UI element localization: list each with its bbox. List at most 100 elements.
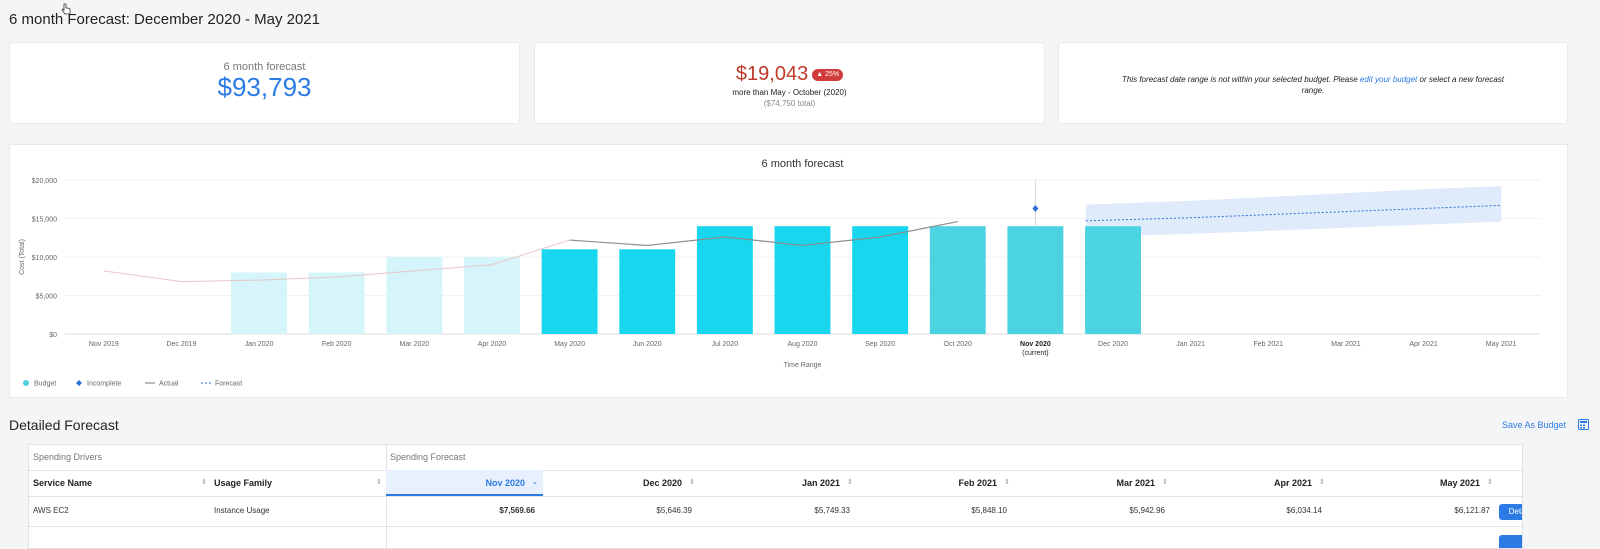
cell-service: AWS EC2 (33, 506, 69, 515)
notice-text-after: or select a new forecast range. (1301, 75, 1504, 95)
x-tick-label: Jan 2021 (1176, 341, 1205, 348)
budget-notice-card: This forecast date range is not within y… (1058, 42, 1568, 124)
budget-bar (541, 249, 598, 334)
group-spending-drivers: Spending Drivers (33, 452, 103, 462)
y-tick-label: $10,000 (32, 255, 57, 262)
legend-label: Incomplete (87, 381, 121, 388)
cell-month-3: $5,848.10 (971, 506, 1007, 515)
page-title: 6 month Forecast: December 2020 - May 20… (9, 11, 320, 28)
increase-badge: ▲ 25% (812, 68, 844, 81)
x-tick-sublabel: (current) (1022, 350, 1048, 357)
column-header-service-label: Service Name (33, 478, 93, 488)
cell-month-1: $5,646.39 (656, 506, 692, 515)
column-header-month-6-label: May 2021 (1439, 478, 1480, 488)
column-header-month-0[interactable]: Nov 2020 ⌄ (386, 470, 543, 496)
forecast-difference-card: $19,043 ▲ 25% more than May - October (2… (534, 42, 1045, 124)
column-header-month-3[interactable]: Feb 2021 ⇕ (858, 470, 1015, 496)
legend-label: Forecast (215, 381, 242, 388)
x-axis-label: Time Range (784, 362, 822, 369)
table-header-row: Service Name ⇕ Usage Family ⇕ Nov 2020 ⌄… (29, 470, 1522, 497)
column-header-month-6[interactable]: May 2021 ⇕ (1330, 470, 1498, 496)
x-tick-label: May 2021 (1486, 341, 1517, 348)
column-header-month-0-label: Nov 2020 (485, 478, 525, 488)
forecast-total-value: $93,793 (217, 72, 312, 102)
column-header-usage[interactable]: Usage Family ⇕ (210, 470, 386, 496)
x-tick-label: Dec 2020 (1098, 341, 1128, 348)
sort-icon[interactable]: ⇕ (1487, 479, 1493, 486)
x-tick-label: Jan 2020 (245, 341, 274, 348)
notice-text-before: This forecast date range is not within y… (1121, 75, 1360, 84)
y-tick-label: $0 (49, 332, 57, 339)
x-tick-label: Oct 2020 (944, 341, 973, 348)
column-header-month-1-label: Dec 2020 (642, 478, 682, 488)
detailed-forecast-table: Spending Drivers Spending Forecast Servi… (28, 444, 1523, 549)
budget-bar (1007, 226, 1064, 334)
legend-label: Budget (34, 381, 56, 388)
sort-icon[interactable]: ⇕ (201, 479, 207, 486)
y-tick-label: $15,000 (32, 217, 57, 224)
x-tick-label: Dec 2019 (166, 341, 196, 348)
y-tick-label: $5,000 (36, 294, 58, 301)
legend-swatch-incomplete (76, 380, 82, 386)
x-tick-label: Jun 2020 (633, 341, 662, 348)
column-header-month-2-label: Jan 2021 (801, 478, 840, 488)
budget-bar (852, 226, 909, 334)
sort-icon[interactable]: ⇕ (847, 479, 853, 486)
column-header-month-4[interactable]: Mar 2021 ⇕ (1015, 470, 1173, 496)
sort-down-icon[interactable]: ⌄ (532, 479, 538, 486)
x-tick-label: Mar 2020 (400, 341, 430, 348)
column-header-month-5-label: Apr 2021 (1273, 478, 1312, 488)
actual-line-past (103, 239, 570, 283)
sort-icon[interactable]: ⇕ (376, 479, 382, 486)
budget-bar (619, 249, 676, 334)
x-tick-label: Sep 2020 (865, 341, 895, 348)
column-header-month-3-label: Feb 2021 (958, 478, 997, 488)
sort-icon[interactable]: ⇕ (1319, 479, 1325, 486)
column-header-month-2[interactable]: Jan 2021 ⇕ (700, 470, 858, 496)
budget-bar (1085, 226, 1141, 334)
actual-line (569, 220, 958, 247)
cell-usage: Instance Usage (214, 506, 270, 515)
sort-icon[interactable]: ⇕ (1004, 479, 1010, 486)
column-header-service[interactable]: Service Name ⇕ (29, 470, 210, 496)
details-button[interactable]: Details (1499, 504, 1522, 520)
forecast-band (1085, 186, 1502, 237)
incomplete-point (1032, 204, 1039, 212)
forecast-line (1085, 204, 1502, 222)
budget-bar (386, 257, 443, 334)
budget-bar (308, 272, 365, 334)
difference-subtitle: more than May - October (2020) (732, 88, 847, 97)
x-tick-label: Feb 2020 (322, 341, 352, 348)
difference-value: $19,043 (735, 63, 809, 85)
column-header-usage-label: Usage Family (214, 478, 273, 488)
column-header-month-4-label: Mar 2021 (1116, 478, 1155, 488)
x-tick-label: Aug 2020 (788, 341, 818, 348)
detailed-forecast-title: Detailed Forecast (9, 417, 119, 433)
forecast-chart-svg: 6 month forecast $0 $5,000 $10,000 $15,000 $2… (19, 158, 1540, 388)
x-tick-label: Apr 2020 (478, 341, 507, 348)
column-header-month-1[interactable]: Dec 2020 ⇕ (543, 470, 700, 496)
x-tick-label: Nov 2019 (89, 341, 119, 348)
x-tick-label: Mar 2021 (1331, 341, 1361, 348)
details-button-next-row[interactable] (1499, 535, 1522, 548)
forecast-total-card: 6 month forecast $93,793 (9, 42, 520, 124)
cell-month-6: $6,121.87 (1454, 506, 1490, 515)
budget-bar (929, 226, 986, 334)
forecast-total-label: 6 month forecast (223, 61, 306, 73)
save-as-budget-link[interactable]: Save As Budget (1501, 420, 1566, 430)
difference-total: ($74,750 total) (763, 99, 816, 108)
column-header-month-5[interactable]: Apr 2021 ⇕ (1173, 470, 1330, 496)
x-tick-label: Nov 2020 (1020, 341, 1051, 348)
x-tick-label: Apr 2021 (1409, 341, 1438, 348)
budget-bar (464, 257, 520, 334)
table-row: AWS EC2 Instance Usage $7,569.66 $5,646.… (29, 496, 1522, 527)
x-tick-label: Jul 2020 (712, 341, 739, 348)
x-tick-label: May 2020 (554, 341, 585, 348)
budget-notice: This forecast date range is not within y… (1119, 74, 1507, 96)
edit-budget-link[interactable]: edit your budget (1359, 75, 1418, 84)
x-tick-label: Feb 2021 (1253, 341, 1283, 348)
sort-icon[interactable]: ⇕ (689, 479, 695, 486)
calculator-icon[interactable] (1578, 419, 1589, 430)
cell-month-4: $5,942.96 (1129, 506, 1165, 515)
sort-icon[interactable]: ⇕ (1162, 479, 1168, 486)
